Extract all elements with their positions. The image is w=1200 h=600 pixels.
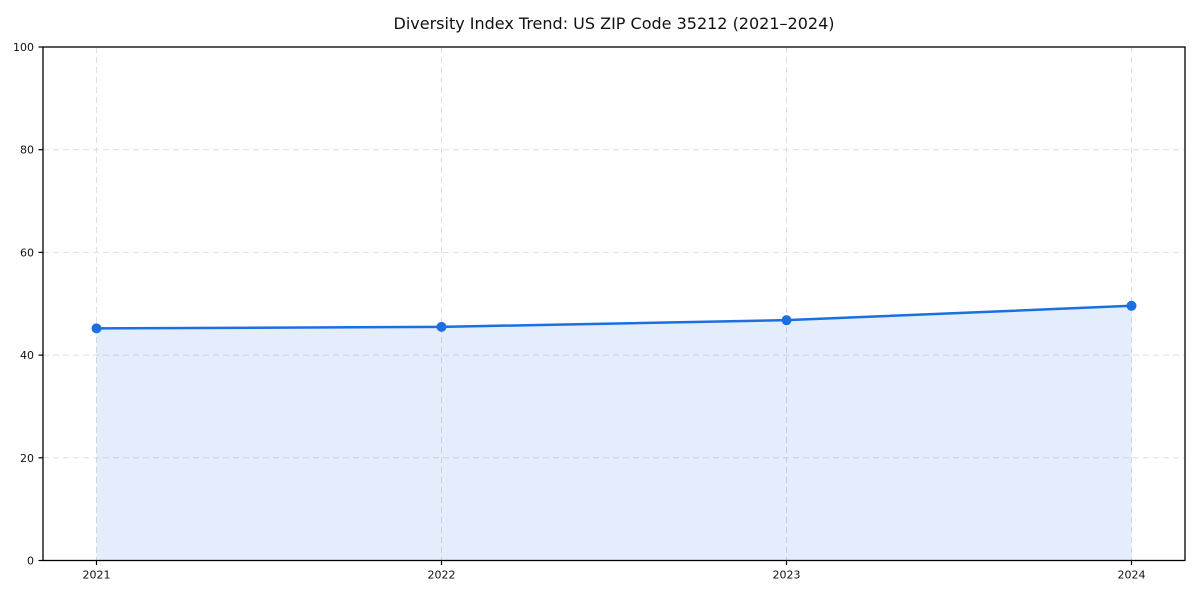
y-axis-tick-label: 20 <box>20 452 34 465</box>
x-axis-tick-label: 2023 <box>773 569 801 582</box>
plot-border <box>42 46 1186 562</box>
y-axis-tick-label: 80 <box>20 144 34 157</box>
x-axis-tick-label: 2022 <box>428 569 456 582</box>
y-axis-tick-label: 40 <box>20 349 34 362</box>
x-axis-tick-label: 2024 <box>1118 569 1146 582</box>
y-axis-tick-label: 0 <box>27 555 34 568</box>
y-axis-tick-label: 60 <box>20 246 34 259</box>
series-area-fill <box>96 305 1132 561</box>
chart-title: Diversity Index Trend: US ZIP Code 35212… <box>393 14 835 33</box>
y-axis-tick-label: 100 <box>13 41 34 54</box>
data-point-marker <box>781 315 792 326</box>
data-point-marker <box>1126 300 1137 311</box>
data-point-marker <box>91 323 102 334</box>
series-line <box>95 304 1133 330</box>
x-axis-tick-label: 2021 <box>83 569 111 582</box>
data-point-marker <box>436 321 447 332</box>
